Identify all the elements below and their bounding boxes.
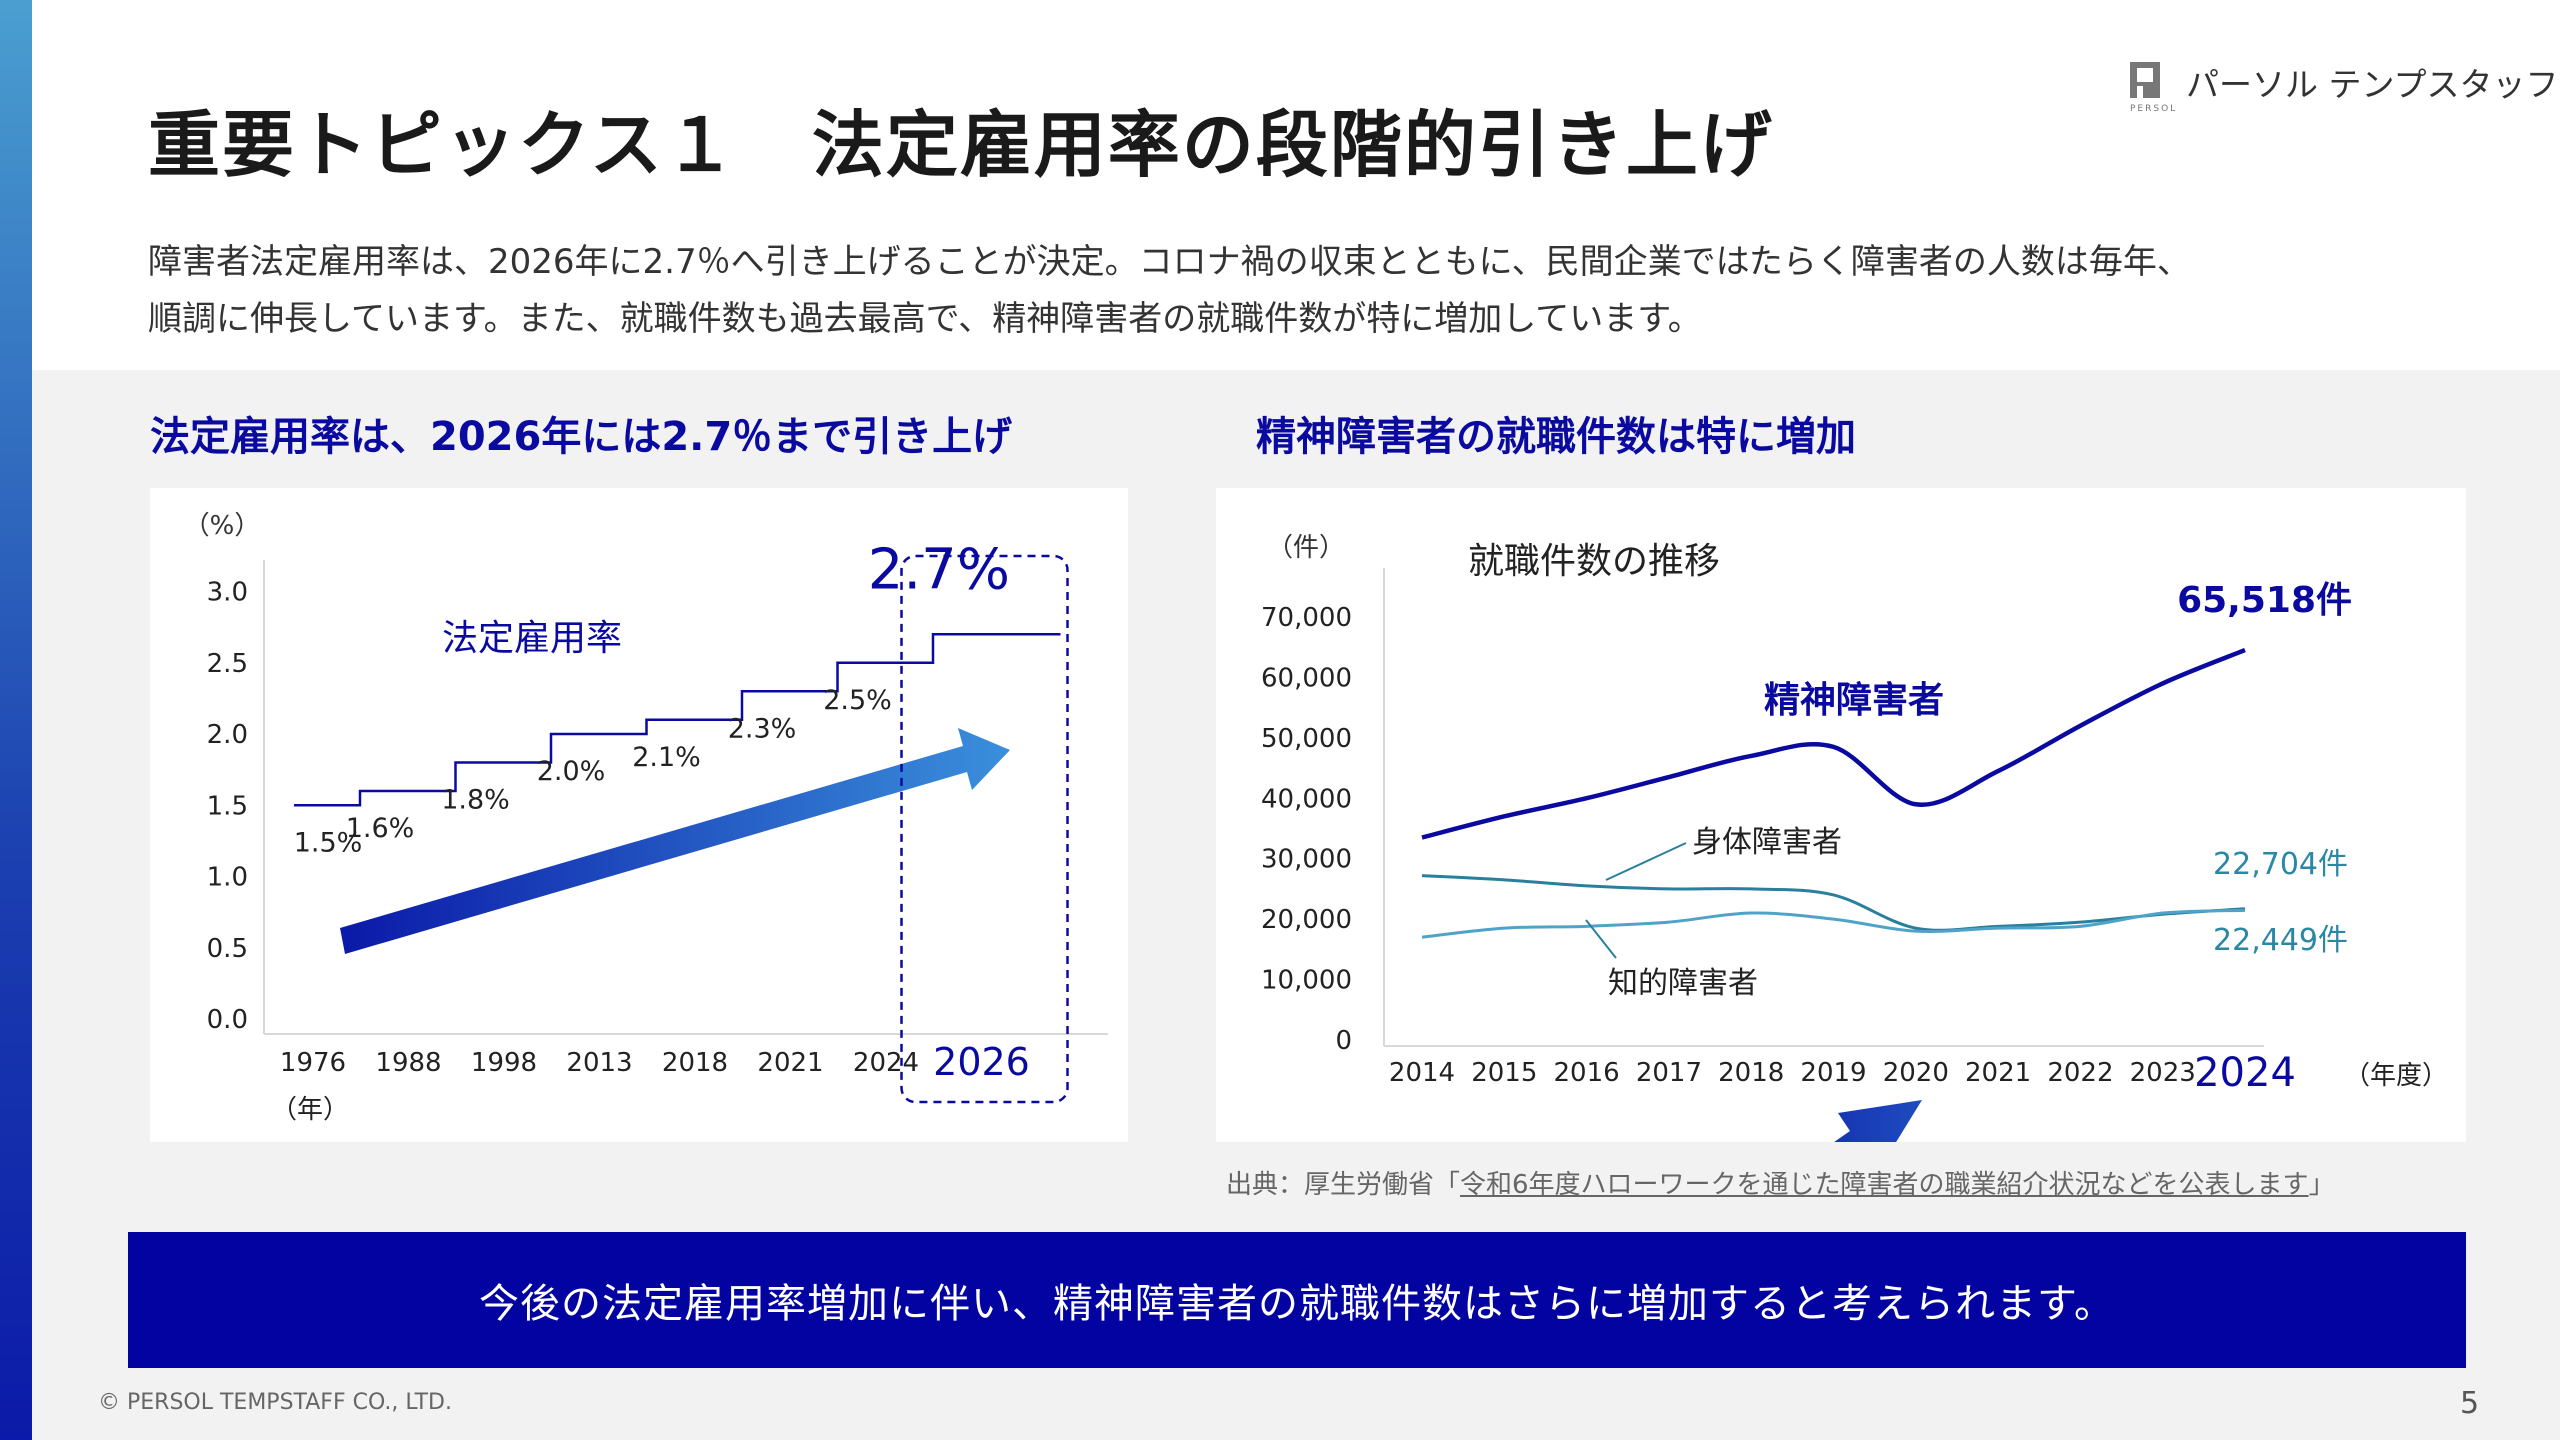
lead-line-2: 順調に伸長しています。また、就職件数も過去最高で、精神障害者の就職件数が特に増加… (148, 299, 1702, 339)
y-tick-label: 50,000 (1261, 724, 1352, 754)
job-placements-panel: （件） 0 10,000 20,000 30,000 40,000 50,000 60,000… (1216, 488, 2466, 1242)
x-tick-label: 2015 (1471, 1058, 1537, 1088)
x-tick-label: 2018 (662, 1048, 728, 1078)
copyright: © PERSOL TEMPSTAFF CO., LTD. (98, 1390, 452, 1415)
data-label: 1.6% (346, 813, 415, 844)
y-tick-label: 2.5 (207, 649, 248, 679)
right-section-heading: 精神障害者の就職件数は特に増加 (1256, 414, 1856, 460)
data-label: 2.1% (632, 742, 701, 773)
source-citation: 出典：厚生労働省「令和6年度ハローワークを通じた障害者の職業紹介状況などを公表し… (1226, 1164, 2335, 1201)
logo-company-name: パーソル テンプスタッフ (2186, 65, 2559, 104)
x-tick-label: 1976 (280, 1048, 346, 1078)
company-logo: PERSOL パーソル テンプスタッフ (2130, 56, 2559, 116)
y-axis-unit-label: （%） (184, 511, 261, 541)
lead-line-1: 障害者法定雇用率は、2026年に2.7％へ引き上げることが決定。コロナ禍の収束と… (148, 242, 2191, 282)
series-name-label: 精神障害者 (1764, 680, 1944, 721)
x-axis-unit-label: （年） (271, 1095, 349, 1125)
series-name-label: 身体障害者 (1692, 825, 1842, 860)
growth-arrow-icon (1732, 1100, 1922, 1242)
y-tick-label: 40,000 (1261, 784, 1352, 814)
chart-title: 就職件数の推移 (1468, 541, 1720, 582)
x-tick-label: 2013 (566, 1048, 632, 1078)
employment-rate-panel: （%） 0.0 0.5 1.0 1.5 2.0 2.5 3.0 1976 1988 1998 2013… (150, 488, 1128, 1142)
leader-line (1605, 842, 1687, 881)
x-tick-label: 2023 (2130, 1058, 2196, 1088)
source-prefix: 出典：厚生労働省「 (1226, 1170, 1461, 1200)
data-label: 2.5% (823, 685, 892, 716)
page-number: 5 (2460, 1386, 2480, 1421)
header-area (32, 0, 2560, 370)
y-tick-label: 30,000 (1261, 845, 1352, 875)
y-tick-label: 1.0 (207, 863, 248, 893)
y-tick-label: 0.0 (207, 1005, 248, 1035)
y-tick-label: 70,000 (1261, 603, 1352, 633)
page-title: 重要トピックス１ 法定雇用率の段階的引き上げ (148, 103, 1774, 187)
left-section-heading: 法定雇用率は、2026年には2.7％まで引き上げ (150, 414, 1013, 460)
x-tick-label: 2024 (853, 1048, 919, 1078)
y-tick-label: 0 (1335, 1026, 1352, 1056)
y-tick-label: 2.0 (207, 720, 248, 750)
x-tick-label: 2020 (1883, 1058, 1949, 1088)
series-line-2 (1421, 908, 2246, 939)
series-line-0 (1421, 647, 2246, 840)
y-tick-label: 10,000 (1261, 966, 1352, 996)
y-tick-label: 0.5 (207, 934, 248, 964)
series-name-label: 知的障害者 (1608, 966, 1758, 1001)
end-value-label: 22,704件 (2213, 847, 2348, 882)
conclusion-banner: 今後の法定雇用率増加に伴い、精神障害者の就職件数はさらに増加すると考えられます。 (128, 1232, 2466, 1368)
data-label: 1.5% (294, 827, 363, 858)
logo-sub-text: PERSOL (2130, 104, 2178, 114)
x-tick-label: 2018 (1718, 1058, 1784, 1088)
end-value-label: 22,449件 (2213, 923, 2348, 958)
growth-arrow-icon (340, 728, 1010, 954)
job-placements-chart: （件） 0 10,000 20,000 30,000 40,000 50,000 60,000… (1261, 533, 2448, 1242)
conclusion-text: 今後の法定雇用率増加に伴い、精神障害者の就職件数はさらに増加すると考えられます。 (479, 1281, 2115, 1327)
x-tick-label: 2017 (1636, 1058, 1702, 1088)
rate-step-line (294, 633, 1061, 807)
data-label: 2.7% (868, 537, 1010, 602)
lead-paragraph: 障害者法定雇用率は、2026年に2.7％へ引き上げることが決定。コロナ禍の収束と… (148, 234, 2191, 348)
x-tick-label: 2026 (933, 1040, 1030, 1084)
x-tick-label: 2021 (757, 1048, 823, 1078)
x-tick-label: 2016 (1554, 1058, 1620, 1088)
left-accent-bar (0, 0, 32, 1440)
end-value-label: 65,518件 (2177, 580, 2352, 621)
y-tick-label: 60,000 (1261, 663, 1352, 693)
series-line-1 (1421, 874, 2246, 932)
source-suffix: 」 (2308, 1170, 2335, 1200)
y-tick-label: 20,000 (1261, 905, 1352, 935)
x-tick-label: 2019 (1800, 1058, 1866, 1088)
y-tick-label: 3.0 (207, 578, 248, 608)
data-label: 1.8% (441, 785, 510, 816)
x-tick-label: 1998 (471, 1048, 537, 1078)
leader-line (1585, 919, 1617, 959)
y-tick-label: 1.5 (207, 791, 248, 821)
highlight-2026-box (900, 554, 1069, 1104)
persol-logo-icon (2130, 62, 2160, 98)
x-axis-unit-label: （年度） (2344, 1061, 2448, 1091)
x-tick-label: 2022 (2047, 1058, 2113, 1088)
chart-title: 法定雇用率 (442, 618, 622, 659)
source-link[interactable]: 令和6年度ハローワークを通じた障害者の職業紹介状況などを公表します (1460, 1170, 2309, 1200)
data-label: 2.3% (728, 713, 797, 744)
y-axis-unit-label: （件） (1267, 533, 1345, 563)
x-tick-label: 1988 (375, 1048, 441, 1078)
data-label: 2.0% (537, 756, 606, 787)
x-tick-label: 2014 (1389, 1058, 1455, 1088)
x-tick-label: 2024 (2194, 1050, 2296, 1096)
x-tick-label: 2021 (1965, 1058, 2031, 1088)
employment-rate-chart: （%） 0.0 0.5 1.0 1.5 2.0 2.5 3.0 1976 1988 1998 2013… (184, 511, 1108, 1125)
